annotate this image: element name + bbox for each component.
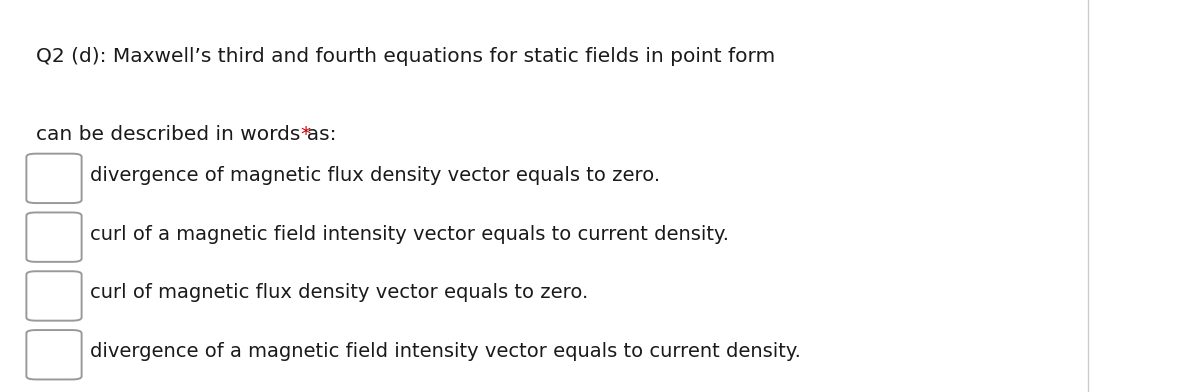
- FancyBboxPatch shape: [26, 330, 82, 379]
- Text: divergence of a magnetic field intensity vector equals to current density.: divergence of a magnetic field intensity…: [90, 342, 800, 361]
- Text: Q2 (d): Maxwell’s third and fourth equations for static fields in point form: Q2 (d): Maxwell’s third and fourth equat…: [36, 47, 775, 66]
- Text: *: *: [301, 125, 311, 144]
- Text: curl of magnetic flux density vector equals to zero.: curl of magnetic flux density vector equ…: [90, 283, 588, 302]
- FancyBboxPatch shape: [26, 271, 82, 321]
- FancyBboxPatch shape: [26, 154, 82, 203]
- Text: curl of a magnetic field intensity vector equals to current density.: curl of a magnetic field intensity vecto…: [90, 225, 730, 243]
- Text: can be described in words as:: can be described in words as:: [36, 125, 343, 144]
- FancyBboxPatch shape: [26, 212, 82, 262]
- Text: divergence of magnetic flux density vector equals to zero.: divergence of magnetic flux density vect…: [90, 166, 660, 185]
